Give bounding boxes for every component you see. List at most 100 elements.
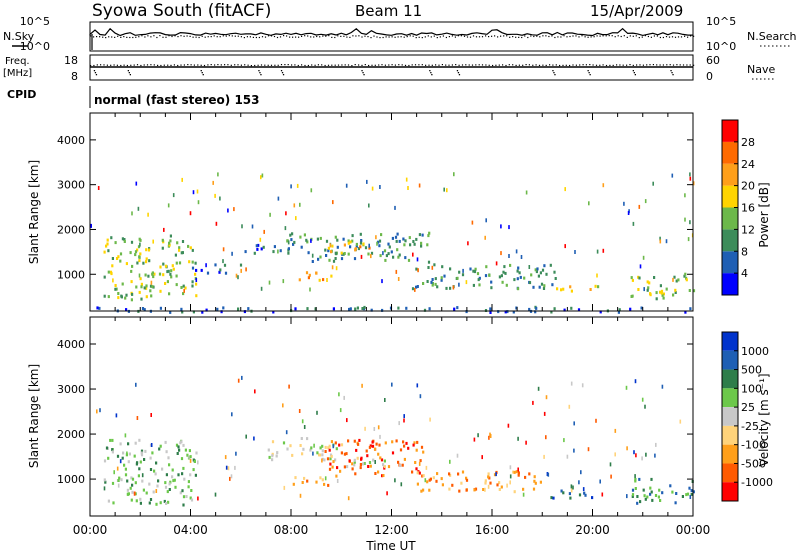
noise-right-ytick-top: 10^5 [706, 15, 736, 28]
nsearch-point [385, 36, 387, 38]
velocity-echo-cell [190, 489, 193, 492]
velocity-echo-cell [534, 481, 537, 485]
power-sparse-echo [596, 273, 598, 278]
velocity-sparse-echo [96, 409, 98, 414]
nsearch-point [162, 36, 164, 38]
velocity-echo-cell [179, 491, 182, 495]
velocity-echo-cell [426, 480, 429, 484]
velocity-echo-cell [461, 470, 465, 474]
velocity-echo-cell [351, 467, 354, 471]
velocity-sparse-echo [150, 413, 152, 417]
power-sparse-echo [277, 249, 279, 254]
power-sparse-echo [222, 247, 225, 252]
nsearch-point [177, 36, 179, 38]
x-tick-label: 16:00 [475, 523, 510, 537]
velocity-echo-cell [562, 491, 565, 495]
nave-drop-point [632, 70, 634, 72]
velocity-echo-cell [164, 485, 168, 489]
nave-drop-point [633, 72, 635, 74]
power-echo-cell [107, 295, 110, 299]
velocity-echo-cell [141, 479, 144, 483]
velocity-echo-cell [103, 459, 107, 463]
nave-point [609, 64, 611, 66]
x-tick-label: 00:00 [676, 523, 711, 537]
nave-point [371, 64, 373, 66]
velocity-colorbar-segment [722, 388, 738, 408]
velocity-echo-cell [151, 451, 154, 455]
nave-point [441, 64, 443, 66]
power-echo-cell [175, 283, 178, 287]
power-echo-cell [294, 307, 297, 311]
velocity-sparse-echo [449, 459, 451, 464]
velocity-echo-cell [383, 459, 386, 463]
nave-point [589, 64, 591, 66]
power-echo-cell [489, 311, 492, 314]
nave-point [180, 64, 182, 66]
power-sparse-echo [500, 224, 502, 229]
velocity-echo-cell [111, 481, 115, 485]
power-echo-cell [343, 243, 346, 247]
power-echo-cell [150, 294, 153, 298]
velocity-sparse-echo [537, 386, 540, 391]
power-echo-cell [549, 263, 552, 267]
velocity-echo-cell [171, 468, 174, 472]
power-sparse-echo [90, 223, 92, 228]
power-sparse-echo [329, 243, 332, 248]
nsearch-point [494, 35, 496, 37]
velocity-echo-cell [126, 492, 129, 496]
power-echo-cell [461, 273, 465, 277]
power-sparse-echo [196, 189, 199, 194]
nsearch-point [566, 36, 568, 38]
velocity-echo-cell [175, 443, 179, 447]
nave-point [150, 64, 152, 66]
nsearch-point [237, 35, 239, 37]
power-echo-cell [506, 310, 509, 314]
nave-point [341, 64, 343, 66]
velocity-sparse-echo [654, 453, 656, 458]
power-echo-cell [415, 237, 418, 241]
velocity-echo-cell [550, 496, 553, 500]
velocity-echo-cell [123, 463, 126, 467]
nave-drop-point [282, 74, 285, 76]
velocity-sparse-echo [543, 411, 546, 416]
velocity-echo-cell [328, 467, 332, 471]
nsearch-point [255, 36, 257, 39]
power-echo-cell [332, 259, 336, 263]
nave-point [374, 64, 376, 66]
nave-point [656, 64, 658, 66]
power-sparse-echo [471, 220, 474, 225]
power-sparse-echo [332, 200, 334, 205]
power-sparse-echo [371, 186, 374, 191]
velocity-echo-cell [135, 499, 138, 503]
power-echo-cell [428, 307, 431, 311]
power-echo-cell [111, 264, 114, 268]
nsearch-point [400, 36, 402, 38]
velocity-echo-cell [359, 463, 362, 466]
power-sparse-echo [508, 254, 510, 258]
power-echo-cell [305, 271, 309, 275]
power-echo-cell [528, 281, 532, 285]
power-echo-cell [322, 278, 325, 282]
nsearch-point [358, 35, 360, 37]
nave-point [143, 64, 145, 66]
velocity-echo-cell [122, 451, 125, 455]
power-echo-cell [120, 295, 123, 299]
cpid-label: CPID [7, 88, 36, 101]
nave-point [455, 64, 457, 66]
velocity-echo-cell [159, 444, 162, 448]
power-colorbar-segment [722, 251, 738, 274]
velocity-echo-cell [631, 488, 635, 492]
velocity-echo-cell [375, 442, 378, 446]
velocity-echo-cell [415, 448, 418, 452]
power-echo-cell [404, 239, 407, 243]
nsearch-point [171, 35, 173, 38]
velocity-echo-cell [194, 473, 197, 477]
nsearch-point [460, 35, 462, 37]
power-sparse-echo [520, 255, 523, 259]
velocity-echo-cell [416, 471, 419, 475]
power-sparse-echo [375, 235, 377, 240]
power-echo-cell [434, 277, 437, 281]
power-echo-cell [325, 239, 329, 243]
nave-point [361, 64, 363, 66]
power-echo-cell [674, 291, 677, 294]
